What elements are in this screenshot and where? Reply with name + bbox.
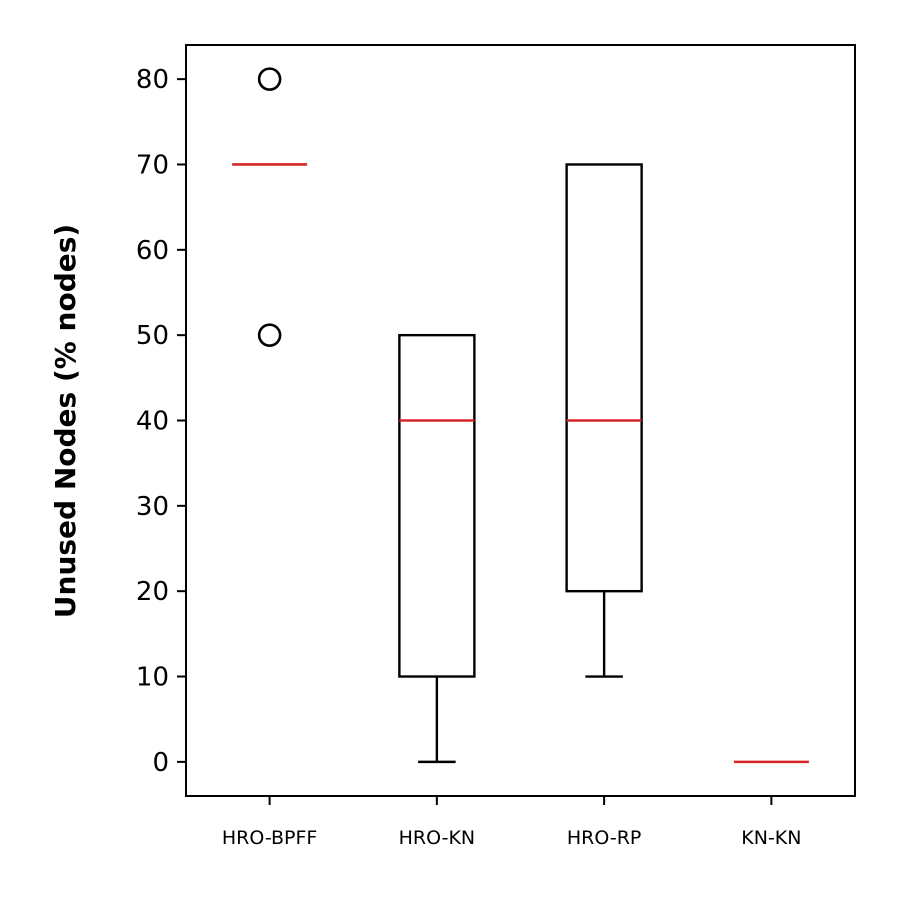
box-group-hro-kn [398, 333, 476, 764]
y-tick-label: 20 [136, 577, 169, 607]
outlier-point [257, 67, 282, 91]
y-tick-label: 60 [136, 236, 169, 266]
y-axis-title: Unused Nodes (% nodes) [49, 224, 82, 618]
y-tick-label: 0 [152, 748, 169, 778]
y-tick-label: 70 [136, 150, 169, 180]
plot-area [232, 67, 809, 764]
plot-frame [185, 44, 856, 797]
outlier-point [257, 323, 282, 347]
x-tick-label: HRO-RP [567, 827, 642, 849]
y-tick-label: 10 [136, 663, 169, 693]
x-tick-label: HRO-KN [399, 827, 476, 849]
y-tick-label: 50 [136, 321, 169, 351]
x-tick-label: HRO-BPFF [222, 827, 318, 849]
y-tick-label: 80 [136, 65, 169, 95]
box [565, 163, 643, 593]
y-tick-label: 40 [136, 407, 169, 437]
y-tick-label: 30 [136, 492, 169, 522]
axes: 0 10 20 30 40 50 60 70 80 HRO-BPFF HRO-KN HRO-RP KN-… [136, 44, 856, 849]
box-group-hro-rp [565, 163, 643, 678]
box [398, 333, 476, 678]
box-group-hro-bpff [232, 67, 308, 347]
x-tick-label: KN-KN [741, 827, 801, 849]
